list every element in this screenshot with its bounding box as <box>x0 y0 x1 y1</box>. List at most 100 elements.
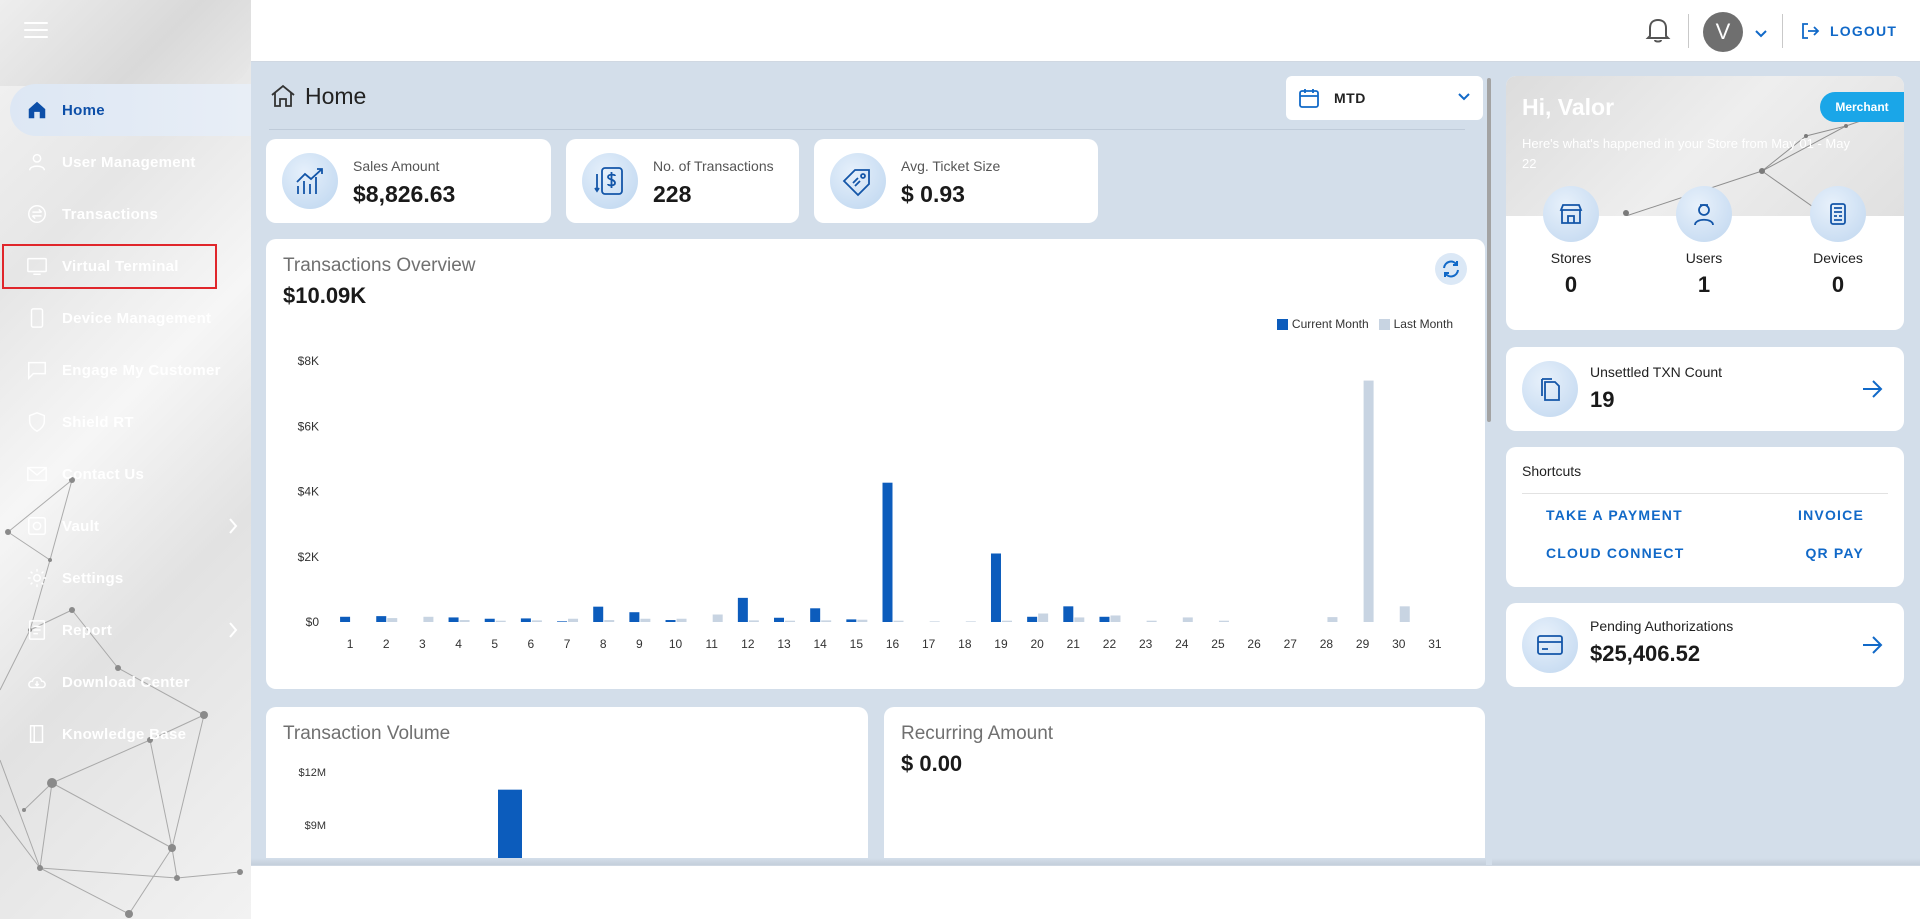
logout-button[interactable]: LOGOUT <box>1800 21 1897 41</box>
period-select[interactable]: MTD <box>1286 76 1483 120</box>
x-tick-label: 5 <box>491 637 498 651</box>
stat-label: Devices <box>1813 250 1863 266</box>
overview-bar-chart: $0$2K$4K$6K$8K1 2 3 4 5 6 7 8 9 10 11 12 13 14 15 16 17 1… <box>298 354 1442 651</box>
sidebar-item-report[interactable]: Report <box>0 604 251 656</box>
y-tick-label: $12M <box>298 767 326 779</box>
sidebar-item-engage-my-customer[interactable]: Engage My Customer <box>0 344 251 396</box>
main-content: Home MTD Sales Amount $8,826.63 No. of T… <box>251 62 1486 865</box>
transactions-icon <box>26 203 48 225</box>
growth-chart-icon <box>282 153 338 209</box>
sidebar-item-virtual-terminal[interactable]: Virtual Terminal <box>0 240 251 292</box>
bar-last-month <box>676 618 687 622</box>
y-tick-label: $8K <box>298 354 319 368</box>
arrow-right-icon[interactable] <box>1860 377 1884 401</box>
x-tick-label: 1 <box>347 637 354 651</box>
sidebar-item-home[interactable]: Home <box>10 84 251 136</box>
transaction-volume-panel: Transaction Volume $9M $12M <box>266 707 868 865</box>
take-a-payment-link[interactable]: TAKE A PAYMENT <box>1546 507 1683 523</box>
x-tick-label: 20 <box>1030 637 1044 651</box>
legend-item-last: Last Month <box>1378 317 1453 331</box>
unsettled-label: Unsettled TXN Count <box>1590 364 1723 380</box>
refresh-button[interactable] <box>1435 253 1467 285</box>
sidebar-item-contact-us[interactable]: Contact Us <box>0 448 251 500</box>
bar-last-month <box>1001 620 1012 622</box>
mail-icon <box>26 463 48 485</box>
bell-icon[interactable] <box>1645 16 1671 44</box>
chevron-down-icon[interactable] <box>1754 26 1768 44</box>
cloud-connect-link[interactable]: CLOUD CONNECT <box>1546 545 1685 561</box>
y-tick-label: $4K <box>298 485 319 499</box>
sidebar-item-download-center[interactable]: Download Center <box>0 656 251 708</box>
sidebar-item-device-management[interactable]: Device Management <box>0 292 251 344</box>
logout-icon <box>1802 23 1820 39</box>
bar-last-month <box>640 618 651 622</box>
sidebar-item-label: User Management <box>62 153 196 171</box>
shortcuts-card: Shortcuts TAKE A PAYMENT INVOICE CLOUD C… <box>1506 447 1904 587</box>
chevron-right-icon <box>227 516 239 541</box>
chart-legend: Current Month Last Month <box>1267 317 1453 331</box>
bar-last-month <box>929 621 940 622</box>
stat-label: Stores <box>1550 250 1592 266</box>
sidebar-item-label: Report <box>62 621 113 639</box>
sidebar: Home User Management Transactions Virtua… <box>0 0 251 919</box>
x-tick-label: 24 <box>1175 637 1189 651</box>
stat-label: Users <box>1685 250 1723 266</box>
sidebar-item-label: Engage My Customer <box>62 361 221 379</box>
bar-last-month <box>1399 606 1410 622</box>
sidebar-item-knowledge-base[interactable]: Knowledge Base <box>0 708 251 760</box>
hamburger-menu-icon[interactable] <box>24 22 48 40</box>
x-tick-label: 18 <box>958 637 972 651</box>
device-icon <box>26 307 48 329</box>
scrollbar-thumb[interactable] <box>1487 78 1491 422</box>
scrollbar-track[interactable] <box>1486 76 1492 865</box>
stat-value: 1 <box>1697 272 1711 297</box>
sidebar-item-shield-rt[interactable]: Shield RT <box>0 396 251 448</box>
avatar[interactable]: V <box>1703 12 1743 52</box>
x-tick-label: 8 <box>600 637 607 651</box>
qr-pay-link[interactable]: QR PAY <box>1805 545 1864 561</box>
chat-icon <box>26 359 48 381</box>
bar-last-month <box>495 620 506 622</box>
user-icon <box>26 151 48 173</box>
book-icon <box>26 723 48 745</box>
unsettled-card[interactable]: Unsettled TXN Count 19 <box>1506 347 1904 431</box>
devices-stat: Devices 0 <box>1788 186 1888 298</box>
unsettled-value: 19 <box>1590 387 1615 412</box>
recurring-value: $ 0.00 <box>901 751 963 776</box>
x-tick-label: 22 <box>1103 637 1117 651</box>
stat-label: Avg. Ticket Size <box>901 158 1001 174</box>
invoice-link[interactable]: INVOICE <box>1798 507 1864 523</box>
shield-icon <box>26 411 48 433</box>
sidebar-item-vault[interactable]: Vault <box>0 500 251 552</box>
bar-last-month <box>459 620 470 622</box>
pending-authorizations-card[interactable]: Pending Authorizations $25,406.52 <box>1506 603 1904 687</box>
bar-current-month <box>846 619 857 622</box>
bar-last-month <box>604 620 615 622</box>
legend-label: Current Month <box>1291 317 1369 331</box>
bar-last-month <box>531 620 542 622</box>
divider <box>1782 14 1783 48</box>
sidebar-header <box>0 0 251 86</box>
stat-label: Sales Amount <box>353 158 440 174</box>
bar-volume <box>498 789 522 865</box>
bar-last-month <box>1363 380 1374 622</box>
panel-title: Transaction Volume <box>283 723 451 744</box>
sidebar-item-settings[interactable]: Settings <box>0 552 251 604</box>
x-tick-label: 14 <box>813 637 827 651</box>
sidebar-item-user-management[interactable]: User Management <box>0 136 251 188</box>
sidebar-item-label: Transactions <box>62 205 159 223</box>
store-icon <box>1543 186 1599 242</box>
bar-last-month <box>748 620 759 622</box>
x-tick-label: 29 <box>1356 637 1370 651</box>
chevron-down-icon <box>1458 93 1470 101</box>
dollar-exchange-icon <box>582 153 638 209</box>
refresh-icon <box>1443 260 1459 278</box>
stat-value: 0 <box>1564 272 1578 297</box>
x-tick-label: 30 <box>1392 637 1406 651</box>
sidebar-item-transactions[interactable]: Transactions <box>0 188 251 240</box>
bar-current-month <box>882 482 893 622</box>
arrow-right-icon[interactable] <box>1860 633 1884 657</box>
bar-last-month <box>423 616 434 622</box>
bar-last-month <box>1074 617 1085 622</box>
bar-current-month <box>629 612 640 622</box>
